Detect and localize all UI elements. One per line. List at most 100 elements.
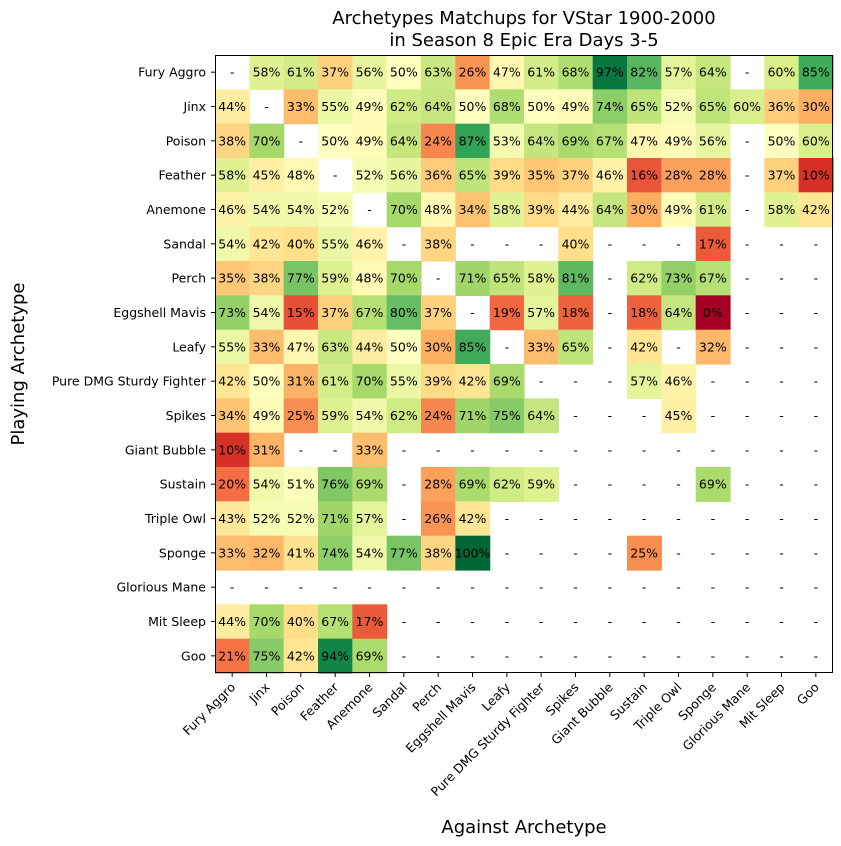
cell-value-label: 68% xyxy=(493,99,521,114)
heatmap-cell xyxy=(798,55,834,90)
heatmap-cell xyxy=(386,398,422,434)
cell-value-label: - xyxy=(608,511,613,526)
cell-value-label: - xyxy=(779,648,784,663)
cell-value-label: - xyxy=(814,442,819,457)
cell-value-label: - xyxy=(264,99,269,114)
cell-value-label: - xyxy=(642,442,647,457)
cell-value-label: 37% xyxy=(321,65,349,80)
cell-value-label: - xyxy=(745,202,750,217)
heatmap-cell xyxy=(386,535,422,571)
cell-value-label: 37% xyxy=(424,305,452,320)
cell-value-label: - xyxy=(779,408,784,423)
heatmap-cell xyxy=(489,55,525,90)
heatmap-cell xyxy=(455,329,491,365)
heatmap-cell xyxy=(215,329,250,365)
cell-value-label: 69% xyxy=(356,648,384,663)
cell-value-label: 54% xyxy=(218,236,246,251)
heatmap-cell xyxy=(489,192,525,228)
cell-value-label: 52% xyxy=(665,99,693,114)
cell-value-label: 20% xyxy=(218,477,246,492)
cell-value-label: 47% xyxy=(493,65,521,80)
cell-value-label: 45% xyxy=(253,168,281,183)
cell-value-label: 76% xyxy=(321,477,349,492)
heatmap-cell xyxy=(249,226,285,262)
cell-value-label: 49% xyxy=(356,133,384,148)
heatmap-cell xyxy=(352,329,388,365)
heatmap-cell xyxy=(627,55,662,90)
heatmap-cell xyxy=(318,467,353,502)
cell-value-label: - xyxy=(505,339,510,354)
heatmap-cell xyxy=(249,501,285,537)
cell-value-label: 59% xyxy=(321,408,349,423)
heatmap-cell xyxy=(318,364,353,399)
cell-value-label: 82% xyxy=(630,65,658,80)
cell-value-label: - xyxy=(367,202,372,217)
heatmap-cell xyxy=(764,89,800,125)
heatmap-cell xyxy=(352,501,388,537)
cell-value-label: - xyxy=(642,648,647,663)
cell-value-label: - xyxy=(814,648,819,663)
heatmap-cell xyxy=(524,467,559,502)
cell-value-label: 61% xyxy=(287,65,315,80)
x-tick-label: Jinx xyxy=(245,680,272,707)
cell-value-label: 55% xyxy=(321,236,349,251)
cell-value-label: - xyxy=(779,236,784,251)
cell-value-label: - xyxy=(505,614,510,629)
heatmap-cell xyxy=(318,501,353,537)
heatmap-cell xyxy=(386,364,422,399)
cell-value-label: 57% xyxy=(356,511,384,526)
heatmap-cell xyxy=(318,261,353,296)
heatmap-cell xyxy=(558,89,594,125)
heatmap-cell xyxy=(627,364,662,399)
heatmap-cells: - 58% 61% 37% 56% 50% 63% 26% 47% 61% 68% 97% 82% 57%… xyxy=(215,55,834,674)
heatmap-cell xyxy=(283,226,319,262)
heatmap-cell xyxy=(524,261,559,296)
heatmap-cell xyxy=(592,192,628,228)
cell-value-label: - xyxy=(470,236,475,251)
cell-value-label: - xyxy=(745,374,750,389)
cell-value-label: 44% xyxy=(562,202,590,217)
cell-value-label: - xyxy=(676,580,681,595)
cell-value-label: 71% xyxy=(459,271,487,286)
cell-value-label: - xyxy=(333,442,338,457)
cell-value-label: - xyxy=(608,545,613,560)
cell-value-label: 47% xyxy=(630,133,658,148)
cell-value-label: - xyxy=(333,580,338,595)
heatmap-cell xyxy=(489,261,525,296)
heatmap-cell xyxy=(592,55,628,90)
cell-value-label: 65% xyxy=(630,99,658,114)
heatmap-cell xyxy=(455,158,491,193)
heatmap-cell xyxy=(489,295,525,331)
cell-value-label: - xyxy=(573,442,578,457)
cell-value-label: - xyxy=(264,580,269,595)
heatmap-cell xyxy=(695,261,731,296)
heatmap-cell xyxy=(249,123,285,159)
cell-value-label: 65% xyxy=(562,339,590,354)
heatmap-cell xyxy=(455,55,491,90)
cell-value-label: 69% xyxy=(493,374,521,389)
heatmap-cell xyxy=(386,158,422,193)
cell-value-label: 57% xyxy=(527,305,555,320)
heatmap-cell xyxy=(318,123,353,159)
cell-value-label: - xyxy=(299,442,304,457)
heatmap-cell xyxy=(489,467,525,502)
cell-value-label: 18% xyxy=(562,305,590,320)
heatmap-cell xyxy=(283,535,319,571)
cell-value-label: 71% xyxy=(459,408,487,423)
cell-value-label: - xyxy=(608,236,613,251)
cell-value-label: - xyxy=(402,580,407,595)
cell-value-label: - xyxy=(745,614,750,629)
cell-value-label: - xyxy=(505,511,510,526)
cell-value-label: 55% xyxy=(218,339,246,354)
cell-value-label: - xyxy=(676,442,681,457)
cell-value-label: - xyxy=(573,614,578,629)
cell-value-label: 35% xyxy=(218,271,246,286)
cell-value-label: - xyxy=(608,408,613,423)
heatmap-cell xyxy=(249,261,285,296)
cell-value-label: 69% xyxy=(356,477,384,492)
cell-value-label: 44% xyxy=(218,99,246,114)
cell-value-label: 87% xyxy=(459,133,487,148)
cell-value-label: 33% xyxy=(527,339,555,354)
cell-value-label: - xyxy=(573,374,578,389)
cell-value-label: 73% xyxy=(665,271,693,286)
